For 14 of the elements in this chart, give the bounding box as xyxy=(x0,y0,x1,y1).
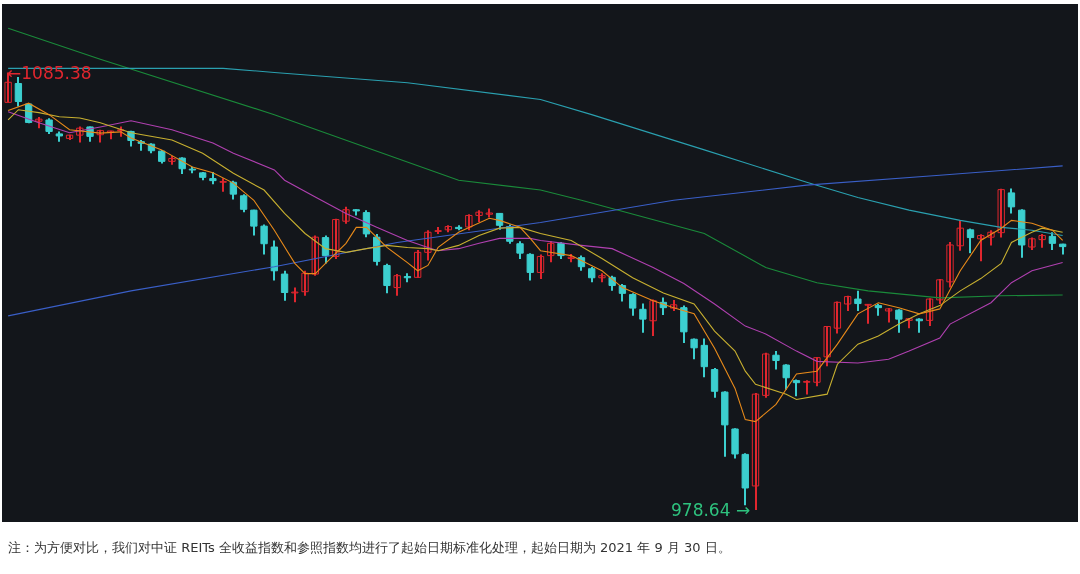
candlestick xyxy=(536,254,545,279)
text: 注：为方便对比，我们对中证 REITs 全收益指数和参照指数均进行了起始日期标准化处理，起始日期为 2021 年 9 月 30 日。 xyxy=(8,540,731,555)
candlestick xyxy=(762,352,770,398)
candlestick xyxy=(833,301,842,334)
candlestick xyxy=(997,188,1005,238)
candlestick xyxy=(301,270,309,296)
annotation: ←1085.38 xyxy=(7,63,92,83)
candlestick xyxy=(956,220,964,251)
candlestick xyxy=(751,392,760,510)
candlestick xyxy=(393,274,401,296)
annotation: 978.64 → xyxy=(671,500,751,520)
candlestick xyxy=(803,380,811,395)
candlestick xyxy=(946,242,954,288)
candlestick xyxy=(649,299,657,336)
